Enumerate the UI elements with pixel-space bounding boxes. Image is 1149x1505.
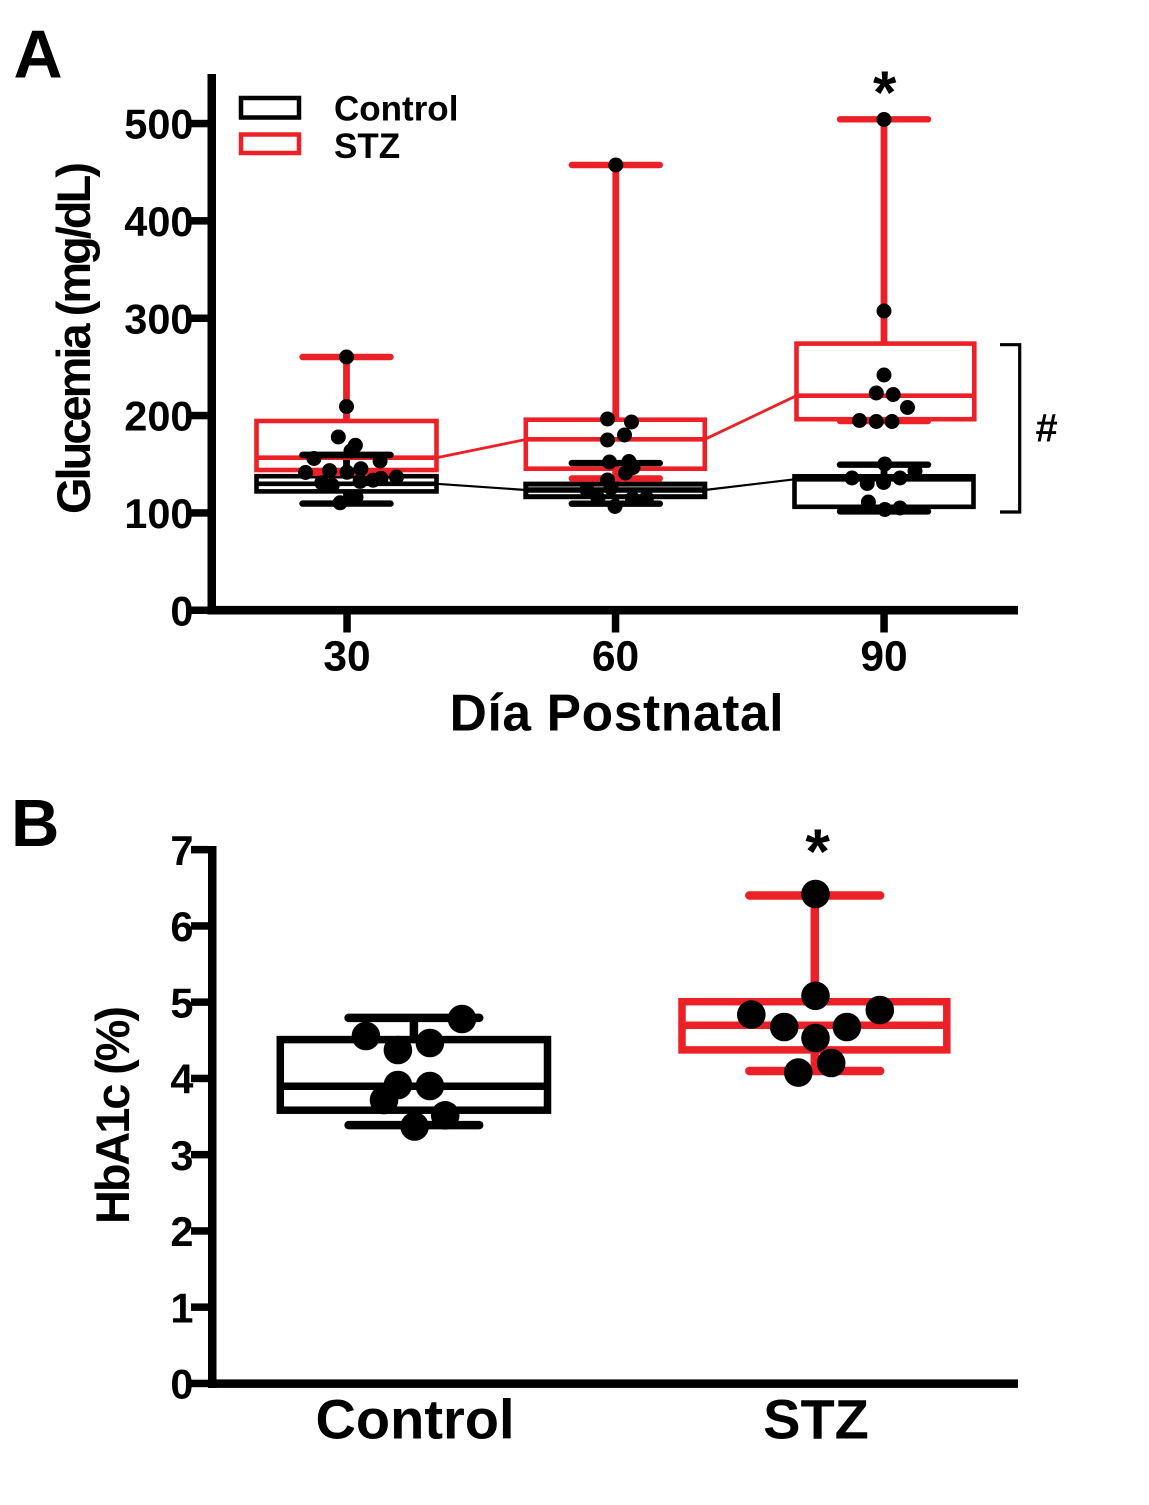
svg-text:STZ: STZ	[763, 1388, 869, 1451]
svg-text:30: 30	[323, 634, 370, 681]
svg-text:B: B	[11, 786, 59, 861]
svg-text:*: *	[805, 817, 830, 887]
svg-text:0: 0	[170, 1361, 193, 1408]
svg-text:1: 1	[170, 1284, 193, 1331]
svg-text:3: 3	[170, 1132, 193, 1179]
svg-text:5: 5	[170, 979, 193, 1026]
svg-text:500: 500	[124, 101, 193, 148]
svg-text:100: 100	[124, 490, 193, 537]
svg-text:300: 300	[124, 295, 193, 342]
svg-text:60: 60	[592, 634, 639, 681]
svg-text:200: 200	[124, 393, 193, 440]
svg-text:HbA1c (%): HbA1c (%)	[86, 1006, 139, 1224]
svg-text:A: A	[14, 17, 63, 93]
svg-text:6: 6	[170, 903, 193, 950]
svg-text:#: #	[1036, 407, 1058, 451]
svg-text:400: 400	[124, 198, 193, 245]
svg-text:90: 90	[860, 634, 907, 681]
svg-text:4: 4	[170, 1056, 193, 1103]
svg-text:Control: Control	[334, 90, 458, 129]
svg-text:2: 2	[170, 1208, 193, 1255]
svg-text:7: 7	[170, 827, 193, 874]
svg-text:STZ: STZ	[334, 127, 400, 166]
svg-text:Glucemia (mg/dL): Glucemia (mg/dL)	[47, 162, 100, 514]
svg-text:Control: Control	[315, 1388, 514, 1451]
svg-text:0: 0	[170, 587, 193, 634]
svg-text:Día Postnatal: Día Postnatal	[450, 684, 784, 742]
svg-text:*: *	[873, 59, 897, 126]
